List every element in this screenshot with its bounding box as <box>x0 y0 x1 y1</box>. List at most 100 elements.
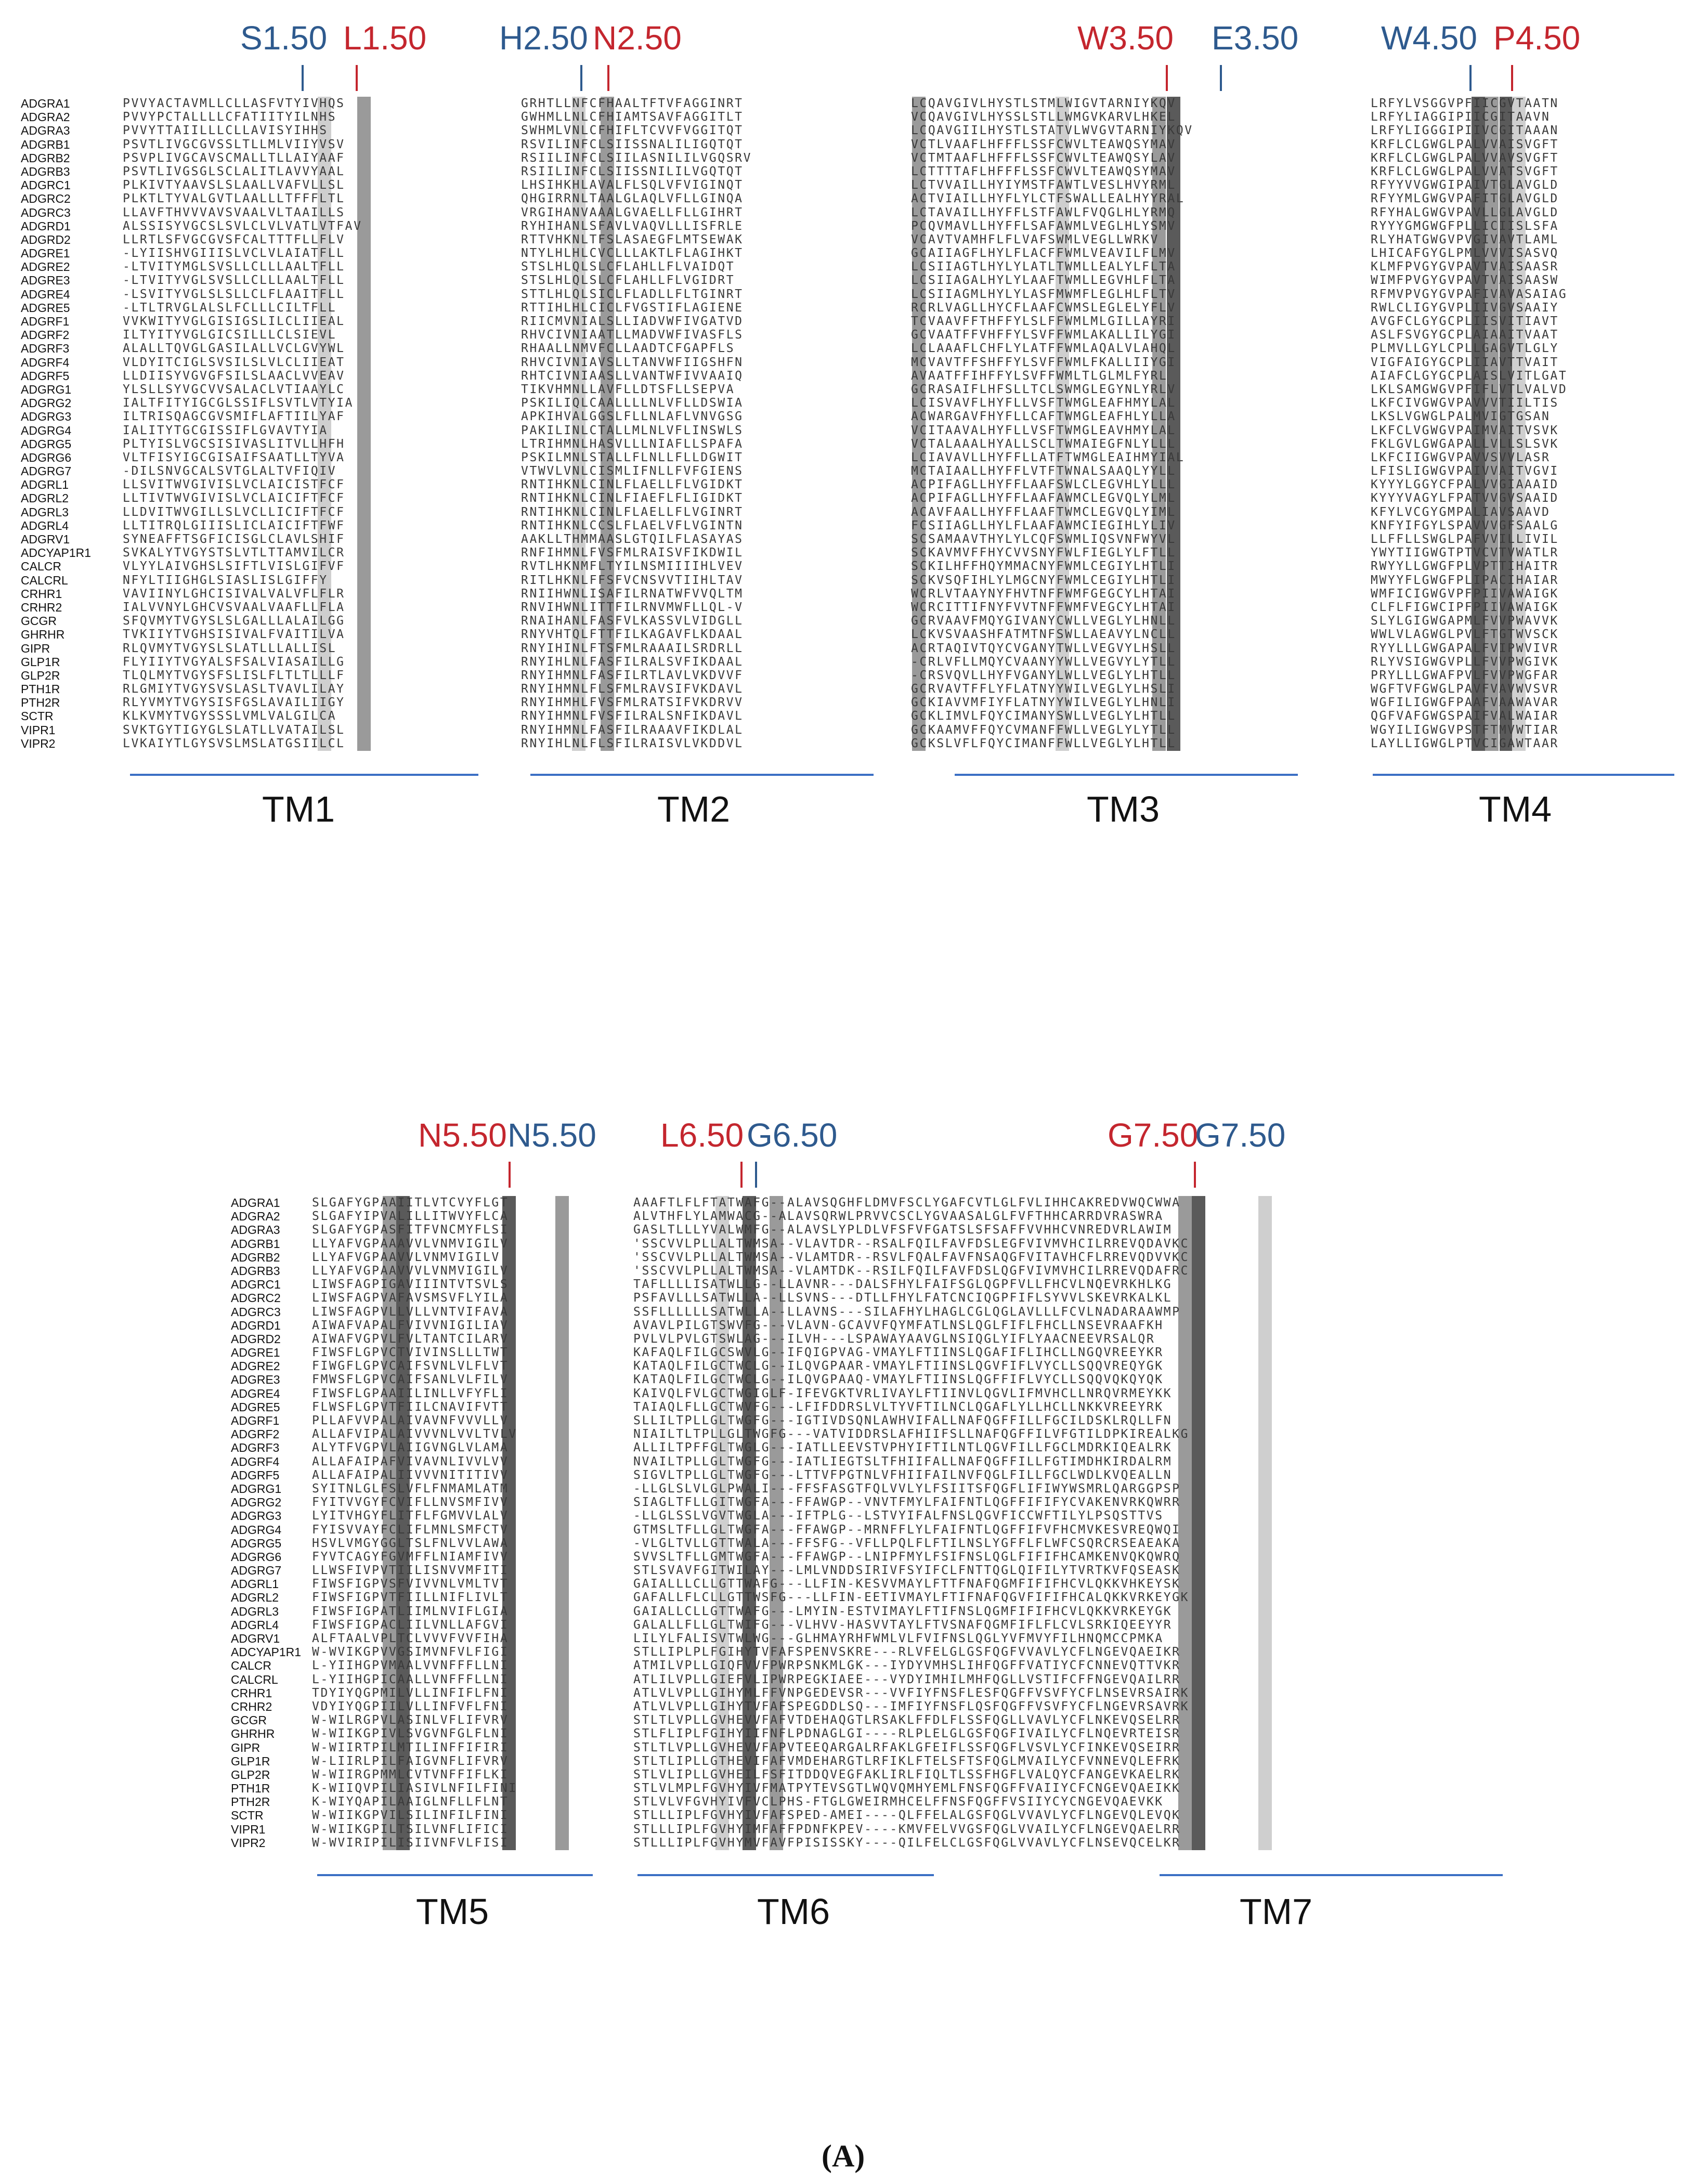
receptor-name: ADGRL3 <box>21 505 69 519</box>
receptor-name: CRHR1 <box>21 587 62 601</box>
tick-w3-50 <box>1166 65 1168 91</box>
sequence-row: SLLILTPLLGLTWGFG---IGTIVDSQNLAWHVIFALLNA… <box>633 1414 1173 1427</box>
sequence-row: PSFAVLLLSATWLLA--LLSVNS---DTLLFHYLFATCNC… <box>633 1291 1173 1305</box>
sequence-row: WGFILIGWGFPAAFVAAWAVAR <box>1371 696 1559 710</box>
receptor-name: CRHR2 <box>21 600 62 614</box>
sequence-row: GAIALLLCLLGTTWAFG---LLFIN-KESVVMAYLFTTFN… <box>633 1577 1181 1591</box>
receptor-name: PTH2R <box>231 1795 270 1809</box>
sequence-row: VCQAVGIVLHYSSLSTLLWMGVKARVLHKEL <box>911 110 1176 124</box>
sequence-row: FIWSFIGPATLIIMLNVIFLGIA <box>312 1604 509 1618</box>
position-label-n2-50: N2.50 <box>593 19 682 57</box>
sequence-row: SIGVLTPLLGLTWGFG---LTTVFPGTNLVFHIIFAILNV… <box>633 1468 1173 1482</box>
sequence-row: -LLGLSLVLGLPWALI---FFSFASGTFQLVVLYLFSIIT… <box>633 1481 1181 1496</box>
sequence-row: RNYIHLNLFLSFILRAISVLVKDDVL <box>521 736 744 750</box>
sequence-row: L-YIIHGPICAALLVNFFFLLNI <box>312 1672 509 1686</box>
sequence-row: PLMVLLGYLCPLLGAGVTLGLY <box>1371 342 1559 356</box>
sequence-row: PRYLLLGWAFPVLFVVPWGFAR <box>1371 668 1559 682</box>
sequence-row: KLKVMYTVGYSSSLVMLVALGILCA <box>123 709 337 723</box>
sequence-row: LFISLIGWGVPAIVVAITVGVI <box>1371 464 1559 478</box>
receptor-name: ADGRG6 <box>231 1550 282 1564</box>
sequence-row: LCTVVAILLHYIYMSTFAWTLVESLHVYRML <box>911 178 1176 192</box>
position-label-g6-50: G6.50 <box>747 1116 838 1154</box>
sequence-row: WGYILIGWGVPSTFTMVWTIAR <box>1371 723 1559 737</box>
sequence-row: LCQAVGIVLHYSTLSTMLWIGVTARNIYKQV <box>911 97 1176 110</box>
position-label-n5-50-red: N5.50 <box>418 1116 507 1154</box>
receptor-name: ADGRG4 <box>231 1523 282 1537</box>
receptor-name: ADGRG4 <box>21 423 72 437</box>
sequence-row: SCKILHFFHQYMMACNYFWMLCEGIYLHTLI <box>911 560 1176 574</box>
sequence-row: W-WVIRIPILISIIVNFVLFISI <box>312 1836 509 1850</box>
sequence-row: VRGIHANVAAALGVAELLFLLGIHRT <box>521 205 744 219</box>
sequence-row: WGFTVFGWGLPAVFVAVWVSVR <box>1371 682 1559 696</box>
sequence-row: LCSIIAGALHYLYLAAFTWMLLEGVHLFLTA <box>911 274 1176 288</box>
sequence-row: LCTTTTAFLHFFFLSSFCWVLTEAWQSYMAV <box>911 164 1176 178</box>
receptor-name: ADGRL1 <box>21 478 69 492</box>
tm4-bar <box>1373 774 1674 776</box>
sequence-row: VLYYLAIVGHSLSIFTLVISLGIFVF <box>123 560 345 574</box>
sequence-row: MWYYFLGWGFPLIPACIHAIAR <box>1371 573 1559 587</box>
sequence-row: ACRTAQIVTQYCVGANYTWLLVEGVYLHSLL <box>911 641 1176 655</box>
tm2-label: TM2 <box>657 789 730 829</box>
position-label-e3-50: E3.50 <box>1212 19 1299 57</box>
sequence-row: W-WIIRTPILMTILINFFIFIRI <box>312 1740 509 1754</box>
sequence-row: IALVVNYLGHCVSVAALVAAFLLFLA <box>123 600 345 614</box>
sequence-row: 'SSCVVLPLLALTWMSA--VLAMTDR--RSVLFQALFAVF… <box>633 1250 1190 1264</box>
receptor-name: SCTR <box>231 1809 264 1823</box>
tm5-bar <box>317 1874 593 1876</box>
receptor-names-top: ADGRA1 ADGRA2 ADGRA3 ADGRB1 ADGRB2 ADGRB3 ADGR… <box>21 97 91 750</box>
sequence-row: STSLHLQLSLCFLAHLLFLVAIDQT <box>521 260 735 274</box>
sequence-row: PSKILMNLSTALLFLNLLFLLDGWIT <box>521 450 744 464</box>
sequence-row: SCKAVMVFFHYCVVSNYFWLFIEGLYLFTLL <box>911 546 1176 560</box>
sequence-row: VLTFISYIGCGISAIFSAATLLTYVA <box>123 450 345 464</box>
receptor-name: CALCR <box>231 1659 271 1673</box>
sequence-row: RNYIHMHLFVSFMLRATSIFVKDRVV <box>521 696 744 710</box>
panel-caption: (A) <box>822 2139 865 2173</box>
sequence-row: RNYIHMNLFASFILRTLAVLVKDVVF <box>521 668 744 682</box>
sequence-row: RNYIHMNLFLSFMLRAVSIFVKDAVL <box>521 682 744 696</box>
sequence-row: GCRVAVTFFLYFLATNYYWILVEGLYLHSLI <box>911 682 1176 696</box>
sequence-row: WMFICIGWGVPFPIIVAWAIGK <box>1371 587 1559 601</box>
sequence-row: VCTALAAALHYALLSCLTWMAIEGFNLYLLL <box>911 437 1176 451</box>
sequence-row: ILTYITYVGLGICSILLLCLSIEVL <box>123 328 337 342</box>
receptor-name: ADGRA1 <box>231 1196 280 1210</box>
sequence-row: ACPIFAGLLHYFFLAAFAWMCLEGVQLYLML <box>911 491 1176 505</box>
sequence-block-tm3: LCQAVGIVLHYSTLSTMLWIGVTARNIYKQV VCQAVGIVL… <box>911 97 1193 750</box>
sequence-row: LCQAVGIILHYSTLSTATVLWVGVTARNIYKQV <box>911 124 1193 138</box>
sequence-row: ATLVLVPLLGIHYMLFFVNPGEDEVSR---VVFIYFNSFL… <box>633 1686 1190 1700</box>
position-label-h2-50: H2.50 <box>499 19 588 57</box>
receptor-name: ADGRF4 <box>231 1454 280 1468</box>
receptor-name: ADGRA2 <box>21 110 70 124</box>
tick-p4-50 <box>1511 65 1513 91</box>
receptor-name: ADGRG2 <box>21 396 72 410</box>
sequence-row: LLTIVTWVGIVISLVCLAICIFTFCF <box>123 491 345 505</box>
receptor-name: ADGRG5 <box>231 1536 282 1550</box>
sequence-row: ALSSISYVGCSLSVLCLVLVATLVTFAV <box>123 219 362 233</box>
sequence-row: ALVTHFLYLAMWACG--ALAVSQRWLPRVVCSCLYGVAAS… <box>633 1210 1164 1224</box>
receptor-name: ADGRA3 <box>21 124 70 138</box>
sequence-row: 'SSCVVLPLLALTWMSA--VLAVTDR--RSALFQILFAVF… <box>633 1237 1190 1251</box>
sequence-row: GCRVAAVFMQYGIVANYCWLLVEGLYLHNLL <box>911 614 1176 628</box>
sequence-row: 'SSCVVLPLLALTWMSA--VLAMTDK--RSILFQILFAVF… <box>633 1264 1190 1278</box>
sequence-row: GCRASAIFLHFSLLTCLSWMGLEGYNLYRLV <box>911 382 1176 396</box>
tick-l6-50 <box>740 1162 743 1188</box>
sequence-row: RNTIHKNLCINLFLAELLFLVGIDKT <box>521 478 744 492</box>
sequence-row: VCTMTAAFLHFFFLSSFCWVLTEAWQSYLAV <box>911 151 1176 165</box>
sequence-row: STLTLVPLLGVHEVVFAFVTDEHAQGTLRSAKLFFDLFLS… <box>633 1713 1181 1727</box>
receptor-name: ADGRG7 <box>231 1564 282 1578</box>
sequence-row: PLKIVTYAAVSLSLAALLVAFVLLSL <box>123 178 345 192</box>
sequence-row: RNTIHKNLCINLFIAEFLFLIGIDKT <box>521 491 744 505</box>
sequence-row: -CRSVQVLLHYFVGANYLWLLVEGLYLHTLL <box>911 668 1176 682</box>
sequence-row: STTLHLQLSICLFLADLLFLTGINRT <box>521 287 744 301</box>
sequence-row: -LTVITYVGLSVSLLCLLLAALTFLL <box>123 274 345 288</box>
sequence-row: LIWSFAGPVAFAVSMSVFLYILA <box>312 1291 509 1305</box>
sequence-row: ALLAFAIPAFVIVAVNLIVVLVV <box>312 1454 509 1468</box>
sequence-row: STLVLVFGVHYIVFVCLPHS-FTGLGWEIRMHCELFFNSF… <box>633 1795 1164 1809</box>
sequence-row: PVVYPCTALLLLCFATIITYILNHS <box>123 110 337 124</box>
sequence-row: RYYYGMGWGFPLLICIISLSFA <box>1371 219 1559 233</box>
sequence-row: W-WVIKGPVVGSIMVNFVLFIGI <box>312 1645 509 1659</box>
position-label-n5-50-blue: N5.50 <box>507 1116 596 1154</box>
sequence-row: FLYIIYTVGYALSFSALVIASAILLG <box>123 655 345 669</box>
sequence-row: -VLGLTVLLGTTWALA---FFSFG--VFLLPQLFLFTILN… <box>633 1536 1181 1550</box>
sequence-row: ALLAFVIPALAIVVVNLVVLTVLV <box>312 1427 517 1441</box>
tm3-bar <box>955 774 1298 776</box>
